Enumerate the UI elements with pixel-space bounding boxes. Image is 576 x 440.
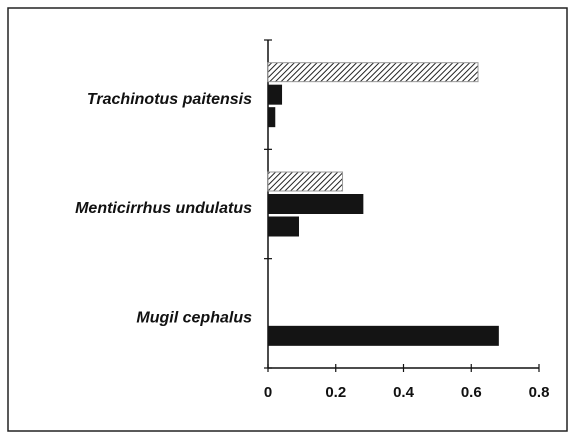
- x-tick-label: 0.2: [325, 384, 346, 401]
- category-label: Mugil cephalus: [136, 310, 252, 327]
- bar: [267, 216, 299, 237]
- category-label: Trachinotus paitensis: [87, 91, 252, 108]
- x-tick-label: 0.8: [529, 384, 550, 401]
- frame: [7, 7, 568, 432]
- bar: [267, 84, 283, 105]
- bar: [267, 107, 276, 128]
- bar: [267, 62, 479, 83]
- x-tick-label: 0.4: [393, 384, 415, 401]
- x-tick-label: 0: [264, 384, 272, 401]
- x-tick-label: 0.6: [461, 384, 482, 401]
- bar: [267, 194, 364, 214]
- bar: [267, 325, 499, 346]
- category-label: Menticirrhus undulatus: [75, 200, 252, 217]
- bar: [267, 171, 344, 192]
